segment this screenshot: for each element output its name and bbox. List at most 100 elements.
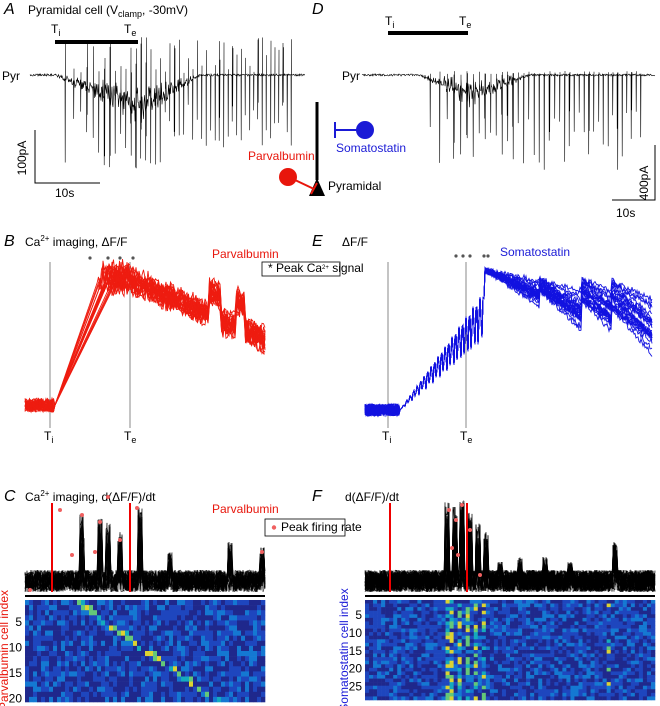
heatmap-cell [413,607,418,612]
heatmap-cell [429,614,434,619]
heatmap-cell [221,696,226,703]
heatmap-cell [570,685,575,690]
heatmap-cell [562,621,567,626]
heatmap-cell [49,600,54,606]
heatmap-cell [141,651,146,657]
heatmap-cell [642,628,648,633]
heatmap-cell [405,603,410,608]
heatmap-cell [574,617,579,622]
heatmap-cell [538,696,543,701]
heatmap-cell [385,671,390,676]
heatmap-cell [173,640,178,647]
heatmap-cell [93,651,98,657]
heatmap-cell [65,635,70,642]
heatmap-cell [574,689,579,694]
heatmap-cell [37,686,42,693]
heatmap-cell [193,671,198,677]
heatmap-cell [433,600,438,604]
heatmap-cell [586,642,591,647]
heatmap-cell [133,666,138,672]
heatmap-cell [501,625,507,629]
heatmap-cell [73,681,78,687]
heatmap-cell [29,615,34,621]
heatmap-cell [369,617,374,622]
heatmap-cell [562,632,567,637]
heatmap-cell [445,660,450,665]
heatmap-cell [53,645,58,652]
heatmap-cell [261,651,266,657]
heatmap-cell [389,682,394,687]
heatmap-cell [622,685,628,690]
heatmap-cell [249,681,254,687]
heatmap-cell [590,689,595,694]
heatmap-cell [429,696,434,701]
heatmap-cell [574,603,579,608]
heatmap-cell [505,635,511,640]
heatmap-cell [570,696,575,701]
heatmap-cell [646,671,652,676]
heatmap-cell [45,666,50,672]
heatmap-cell [594,657,599,662]
heatmap-cell [417,653,422,658]
heatmap-cell [558,675,563,679]
marker-text: T [124,22,132,36]
heatmap-cell [173,656,178,662]
heatmap-cell [546,621,551,626]
heatmap-cell [137,661,142,667]
heatmap-cell [453,610,458,615]
heatmap-cell [401,632,406,637]
heatmap-cell [590,628,595,633]
heatmap-cell [261,630,266,636]
heatmap-cell [449,685,454,690]
heatmap-cell [45,661,50,667]
heatmap-cell [634,639,640,644]
heatmap-cell [365,617,370,622]
heatmap-cell [217,696,222,703]
heatmap-cell [590,635,595,640]
heatmap-cell [185,630,190,636]
heatmap-cell [65,640,70,647]
heatmap-cell [449,610,454,615]
heatmap-cell [534,607,539,612]
heatmap-cell [105,600,110,606]
heatmap-cell [413,621,418,626]
heatmap-cell [610,628,616,633]
heatmap-cell [257,625,262,631]
heatmap-cell [505,660,511,665]
heatmap-cell [582,614,587,619]
heatmap-cell [137,691,142,698]
legend-text: Peak firing rate [281,520,362,534]
heatmap-cell [217,600,222,606]
heatmap-cell [578,660,583,665]
heatmap-cell [598,675,603,679]
heatmap-cell [137,630,142,636]
heatmap-cell [81,686,86,693]
heatmap-cell [397,675,402,679]
heatmap-cell [465,660,471,665]
heatmap-cell [630,678,636,683]
heatmap-cell [233,676,238,682]
heatmap-cell [562,682,567,687]
heatmap-cell [385,617,390,622]
heatmap-cell [449,646,454,651]
heatmap-cell [25,600,30,606]
heatmap-cell [161,656,166,662]
heatmap-cell [393,664,398,669]
heatmap-cell [477,610,483,615]
heatmap-cell [606,639,611,644]
heatmap-cell [590,650,595,654]
heatmap-cell [489,667,495,672]
heatmap-cell [77,630,82,636]
heatmap-cell [566,600,571,604]
heatmap-cell [518,660,523,665]
heatmap-cell [157,676,162,682]
heatmap-cell [558,635,563,640]
heatmap-cell [213,676,218,682]
heatmap-cell [413,696,418,701]
heatmap-cell [570,664,575,669]
heatmap-cell [129,635,134,642]
heatmap-cell [578,600,583,604]
heatmap-cell [445,682,450,687]
heatmap-cell [433,632,438,637]
heatmap-cell [586,646,591,651]
